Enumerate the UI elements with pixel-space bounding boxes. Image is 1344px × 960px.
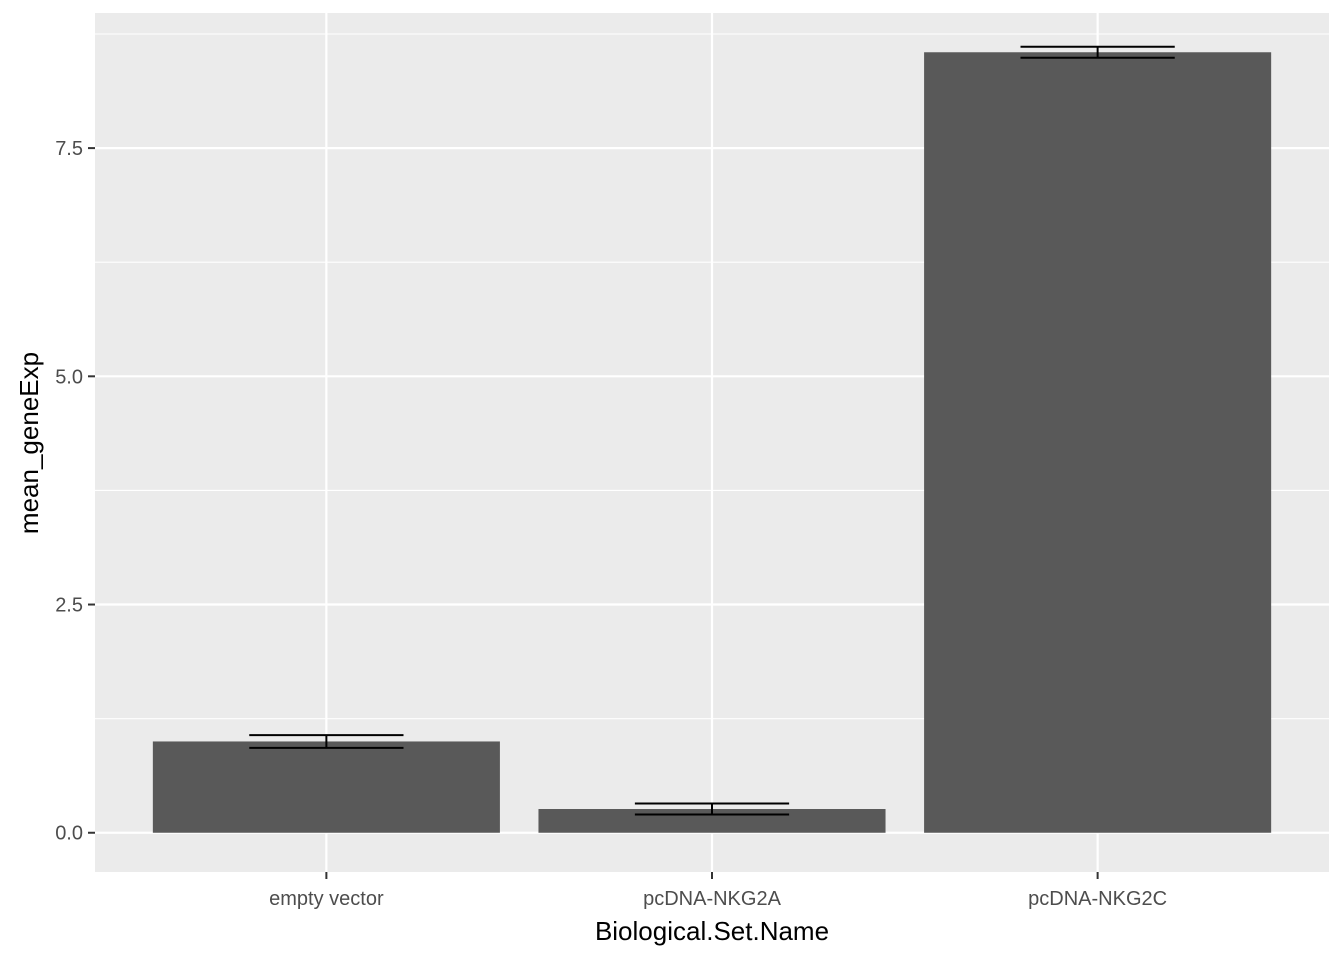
y-tick-label: 2.5 <box>55 595 83 617</box>
bars <box>152 52 1272 833</box>
x-tick-label: empty vector <box>269 888 384 910</box>
error-bars <box>249 45 1175 816</box>
x-tick-label: pcDNA-NKG2C <box>1028 888 1167 910</box>
y-tick-label: 7.5 <box>55 138 83 160</box>
error-bar <box>634 802 790 816</box>
bar <box>152 741 500 833</box>
bar <box>924 52 1272 833</box>
y-tick-label: 0.0 <box>55 823 83 845</box>
x-tick-label: pcDNA-NKG2A <box>643 888 781 910</box>
x-axis: empty vector pcDNA-NKG2A pcDNA-NKG2C <box>269 872 1167 910</box>
bar <box>538 809 886 833</box>
x-axis-title: Biological.Set.Name <box>595 916 829 946</box>
error-bar <box>249 734 404 749</box>
error-bar <box>1020 45 1175 59</box>
y-tick-label: 5.0 <box>55 366 83 388</box>
y-axis-title: mean_geneExp <box>14 352 44 534</box>
y-axis: 0.0 2.5 5.0 7.5 <box>55 138 95 845</box>
